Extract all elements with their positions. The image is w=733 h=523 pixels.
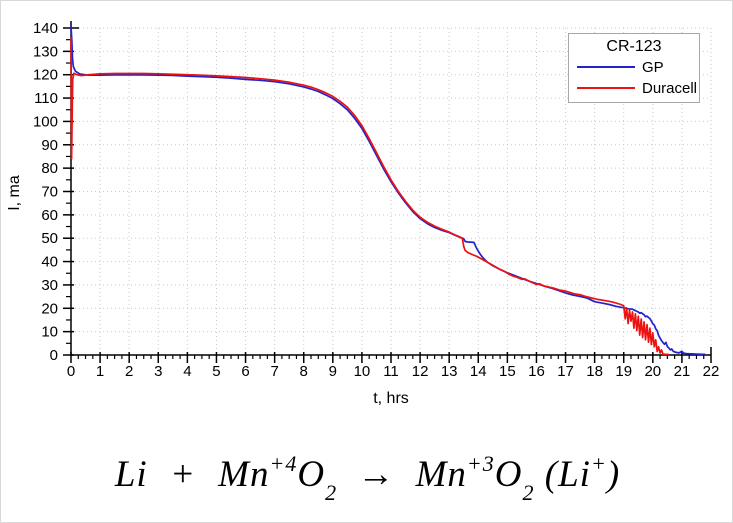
svg-text:20: 20 <box>41 300 58 317</box>
chart-legend: CR-123 GP Duracell <box>568 33 700 103</box>
formula-o-subscript: 2 <box>325 480 338 506</box>
svg-text:t, hrs: t, hrs <box>373 390 409 407</box>
svg-text:10: 10 <box>354 363 371 380</box>
svg-text:12: 12 <box>412 363 429 380</box>
formula-plus: + <box>169 454 196 495</box>
gp-line-swatch-icon <box>577 66 635 68</box>
svg-text:0: 0 <box>50 347 58 364</box>
svg-text:16: 16 <box>528 363 545 380</box>
formula-o: O <box>297 454 326 495</box>
svg-text:30: 30 <box>41 277 58 294</box>
formula-o2: O <box>494 454 523 495</box>
svg-text:110: 110 <box>34 90 58 107</box>
svg-text:21: 21 <box>674 363 691 380</box>
formula-mn-charge: +4 <box>269 450 298 476</box>
svg-text:15: 15 <box>499 363 516 380</box>
svg-text:6: 6 <box>241 363 249 380</box>
svg-text:4: 4 <box>183 363 191 380</box>
svg-text:17: 17 <box>557 363 574 380</box>
svg-text:130: 130 <box>33 43 58 60</box>
svg-text:60: 60 <box>41 207 58 224</box>
reaction-formula: Li + Mn+4O2 → Mn+3O2 (Li+) <box>1 450 732 504</box>
legend-title: CR-123 <box>606 37 662 55</box>
svg-text:20: 20 <box>644 363 661 380</box>
formula-li2: Li <box>558 454 591 495</box>
svg-text:13: 13 <box>441 363 458 380</box>
formula-mn: Mn <box>218 454 270 495</box>
svg-text:70: 70 <box>41 184 58 201</box>
formula-paren-open: ( <box>544 454 559 495</box>
legend-entry-duracell: Duracell <box>569 78 699 99</box>
formula-o2-subscript: 2 <box>522 480 535 506</box>
svg-text:7: 7 <box>270 363 278 380</box>
svg-text:14: 14 <box>470 363 487 380</box>
legend-label-gp: GP <box>642 58 664 76</box>
formula-mn2: Mn <box>415 454 467 495</box>
formula-li2-charge: + <box>590 450 607 476</box>
svg-text:3: 3 <box>154 363 162 380</box>
chart-svg: 0 1 2 3 4 5 6 7 8 9 10 11 12 13 14 15 16 17 18 19 20 21 220102… <box>6 20 720 407</box>
svg-text:1: 1 <box>96 363 104 380</box>
svg-text:50: 50 <box>41 230 58 247</box>
svg-text:8: 8 <box>300 363 308 380</box>
svg-text:11: 11 <box>383 363 399 380</box>
svg-text:40: 40 <box>41 254 58 271</box>
svg-text:90: 90 <box>41 137 58 154</box>
svg-text:10: 10 <box>41 324 58 341</box>
svg-text:2: 2 <box>125 363 133 380</box>
formula-li: Li <box>114 454 148 495</box>
legend-label-duracell: Duracell <box>642 79 698 97</box>
duracell-line-swatch-icon <box>577 87 635 89</box>
svg-text:9: 9 <box>329 363 337 380</box>
svg-text:5: 5 <box>212 363 220 380</box>
svg-text:0: 0 <box>67 363 75 380</box>
arrow-icon: → <box>357 454 396 495</box>
svg-text:I, ma: I, ma <box>6 175 23 211</box>
formula-paren-close: ) <box>606 454 621 495</box>
legend-entry-gp: GP <box>569 57 699 78</box>
discharge-chart: 0 1 2 3 4 5 6 7 8 9 10 11 12 13 14 15 16 17 18 19 20 21 22 0 10 2… <box>1 1 732 426</box>
svg-text:18: 18 <box>586 363 603 380</box>
svg-text:100: 100 <box>33 113 58 130</box>
svg-text:19: 19 <box>615 363 632 380</box>
svg-text:80: 80 <box>41 160 58 177</box>
svg-text:140: 140 <box>33 20 58 37</box>
formula-mn2-charge: +3 <box>466 450 495 476</box>
svg-text:120: 120 <box>33 67 58 84</box>
svg-text:22: 22 <box>703 363 720 380</box>
